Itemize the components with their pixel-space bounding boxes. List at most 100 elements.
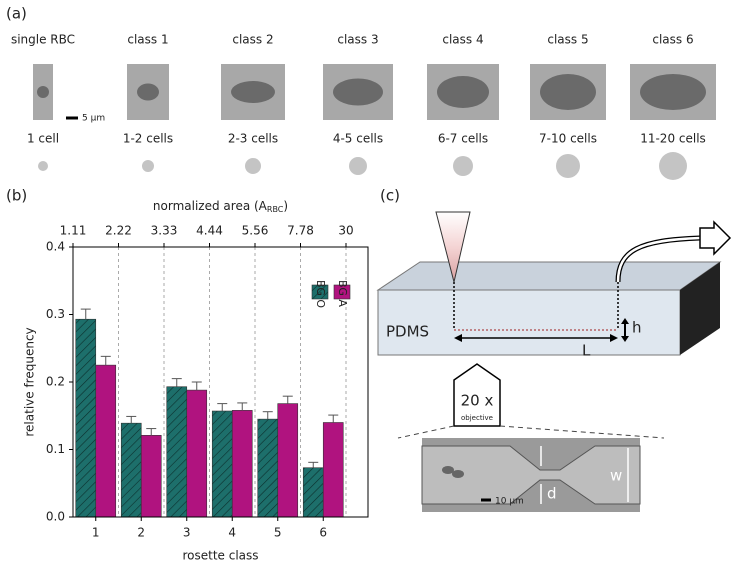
bar-hatch bbox=[75, 319, 96, 517]
panel-label: (c) bbox=[380, 187, 400, 205]
panel-label: (b) bbox=[6, 187, 27, 205]
class-label: class 1 bbox=[127, 33, 168, 47]
arrowhead bbox=[610, 334, 618, 342]
cell-cluster bbox=[231, 81, 275, 103]
objective-label: objective bbox=[461, 414, 493, 422]
cell-count: 1-2 cells bbox=[123, 132, 173, 146]
channel-image bbox=[421, 445, 641, 505]
objective bbox=[453, 363, 501, 427]
material-label: PDMS bbox=[386, 323, 429, 341]
bar-hatch bbox=[121, 423, 142, 517]
cell-count: 1 cell bbox=[27, 132, 59, 146]
area-circle bbox=[349, 157, 367, 175]
cell-cluster bbox=[37, 86, 49, 98]
top-tick-label: 30 bbox=[338, 224, 353, 238]
x-tick-label: 3 bbox=[183, 526, 191, 540]
block-front bbox=[377, 289, 681, 356]
cell bbox=[442, 466, 454, 474]
bar-hatch bbox=[257, 419, 278, 517]
bar-hatch bbox=[212, 411, 233, 517]
y-tick-label: 0.2 bbox=[46, 375, 65, 389]
outflow bbox=[616, 236, 701, 283]
top-tick-label: 7.78 bbox=[287, 224, 314, 238]
out-arrow bbox=[699, 220, 732, 256]
top-tick-label: 5.56 bbox=[242, 224, 269, 238]
legend-hatch bbox=[312, 285, 328, 299]
legend-swatch bbox=[333, 284, 351, 300]
top-tick-label: 1.11 bbox=[60, 224, 87, 238]
magnification: 20 x bbox=[461, 392, 494, 410]
arrowhead bbox=[621, 336, 629, 342]
block-side bbox=[680, 262, 720, 355]
class-label: single RBC bbox=[11, 33, 75, 47]
plot-frame bbox=[72, 246, 369, 518]
panel-label: (a) bbox=[6, 5, 27, 23]
block-top bbox=[376, 261, 722, 291]
length-label: L bbox=[582, 342, 591, 360]
bar bbox=[277, 403, 299, 518]
cell-cluster bbox=[540, 74, 596, 110]
top-tick-label: 4.44 bbox=[196, 224, 223, 238]
bar-hatch bbox=[166, 386, 187, 517]
cell-cluster bbox=[640, 74, 706, 110]
x-axis-title: rosette class bbox=[182, 549, 258, 563]
title-part: ) bbox=[283, 199, 288, 213]
area-circle bbox=[453, 156, 473, 176]
x-tick-label: 6 bbox=[319, 526, 327, 540]
height-label: h bbox=[632, 319, 642, 337]
class-label: class 4 bbox=[442, 33, 483, 47]
class-label: class 3 bbox=[337, 33, 378, 47]
bar bbox=[140, 435, 162, 518]
cell-count: 11-20 cells bbox=[640, 132, 706, 146]
width-label: w bbox=[610, 467, 622, 485]
y-tick-label: 0.0 bbox=[46, 510, 65, 524]
zoom-line bbox=[397, 425, 455, 439]
constriction-label: d bbox=[547, 485, 557, 503]
cell bbox=[452, 470, 464, 478]
area-circle bbox=[38, 161, 48, 171]
x-tick-label: 2 bbox=[137, 526, 145, 540]
legend-label: BG O bbox=[314, 280, 327, 308]
arrowhead bbox=[454, 334, 462, 342]
title-part: normalized area (A bbox=[153, 199, 268, 213]
panel-a: 5 µm single RBC 1 cell class 1 1-2 cells cla… bbox=[11, 33, 716, 180]
top-tick-label: 3.33 bbox=[151, 224, 178, 238]
bar bbox=[231, 410, 253, 518]
top-tick-label: 2.22 bbox=[105, 224, 132, 238]
cell-cluster bbox=[137, 83, 159, 101]
cell-count: 2-3 cells bbox=[228, 132, 278, 146]
cell-cluster bbox=[437, 76, 489, 108]
y-tick-label: 0.4 bbox=[46, 240, 65, 254]
scale-label: 5 µm bbox=[82, 114, 105, 124]
cell-count: 4-5 cells bbox=[333, 132, 383, 146]
area-circle bbox=[245, 158, 261, 174]
cell-count: 6-7 cells bbox=[438, 132, 488, 146]
legend-label: BG A bbox=[336, 280, 349, 307]
arrowhead bbox=[621, 318, 629, 324]
bar bbox=[322, 422, 344, 518]
top-axis-title: normalized area (ARBC) bbox=[153, 199, 288, 214]
y-tick-label: 0.3 bbox=[46, 307, 65, 321]
scale-label: 10 µm bbox=[495, 497, 524, 507]
x-tick-label: 1 bbox=[92, 526, 100, 540]
y-tick-label: 0.1 bbox=[46, 442, 65, 456]
zoom-line bbox=[499, 425, 665, 439]
class-label: class 5 bbox=[547, 33, 588, 47]
title-part: RBC bbox=[267, 205, 284, 214]
cell-count: 7-10 cells bbox=[539, 132, 597, 146]
bar bbox=[95, 364, 117, 518]
panel-b: 0.0 0.1 0.2 0.3 0.4 1.11 2.22 3.33 4.44 5.56 7.78 3… bbox=[23, 199, 369, 563]
bar-hatch bbox=[303, 467, 324, 517]
class-label: class 6 bbox=[652, 33, 693, 47]
area-circle bbox=[142, 160, 154, 172]
class-label: class 2 bbox=[232, 33, 273, 47]
area-circle bbox=[659, 152, 687, 180]
bar bbox=[186, 389, 208, 518]
pipette bbox=[435, 211, 471, 283]
cell-cluster bbox=[333, 78, 383, 106]
x-tick-label: 4 bbox=[228, 526, 236, 540]
area-circle bbox=[556, 154, 580, 178]
panel-c: L h PDMS 20 x objective d w 10 µm bbox=[376, 211, 732, 512]
y-axis-title: relative frequency bbox=[23, 327, 37, 436]
